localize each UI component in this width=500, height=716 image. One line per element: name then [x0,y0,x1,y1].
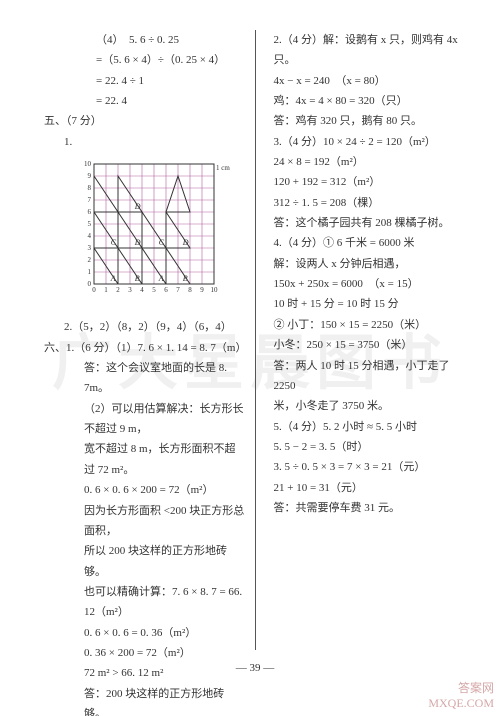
svg-text:5: 5 [88,220,92,228]
svg-text:0: 0 [88,280,92,288]
text-line: （2）可以用估算解决：长方形长不超过 9 m， [44,399,245,440]
text-line: 五、（7 分） [44,111,245,131]
text-line: 10 时 + 15 分 = 10 时 15 分 [266,294,467,314]
svg-text:9: 9 [200,286,204,294]
left-column: （4） 5. 6 ÷ 0. 25 =（5. 6 × 4）÷（0. 25 × 4）… [44,30,245,650]
text-line: 72 m² > 66. 12 m² [44,663,245,683]
svg-text:2: 2 [116,286,120,294]
grid-figure: ABABCDCDD0123456789100123456789101 cm [84,154,238,304]
text-line: 小冬：250 × 15 = 3750（米） [266,335,467,355]
svg-text:10: 10 [84,160,92,168]
svg-text:0: 0 [92,286,96,294]
text-line: 答：这个橘子园共有 208 棵橘子树。 [266,213,467,233]
text-line: 0. 6 × 0. 6 × 200 = 72（m²） [44,480,245,500]
two-column-layout: （4） 5. 6 ÷ 0. 25 =（5. 6 × 4）÷（0. 25 × 4）… [44,30,466,650]
text-line: 答：这个会议室地面的长是 8. 7m。 [44,358,245,399]
svg-text:9: 9 [88,172,92,180]
svg-text:1: 1 [104,286,108,294]
text-line: 米，小冬走了 3750 米。 [266,396,467,416]
text-line: 4x − x = 240 （x = 80） [266,71,467,91]
svg-text:7: 7 [176,286,180,294]
svg-text:4: 4 [140,286,144,294]
text-line: 3. 5 ÷ 0. 5 × 3 = 7 × 3 = 21（元） [266,457,467,477]
text-line: （4） 5. 6 ÷ 0. 25 [44,30,245,50]
svg-text:A: A [110,274,116,283]
text-line: 1. [44,132,245,152]
text-line: = 22. 4 ÷ 1 [44,71,245,91]
text-line: 六、1.（6 分）（1）7. 6 × 1. 14 = 8. 7（m） [44,338,245,358]
text-line: 2.（5，2）（8，2）（9，4）（6，4） [44,317,245,337]
text-line: 5. 5 − 2 = 3. 5（时） [266,437,467,457]
text-line: 120 + 192 = 312（m²） [266,172,467,192]
text-line: ② 小丁：150 × 15 = 2250（米） [266,315,467,335]
text-line: = 22. 4 [44,91,245,111]
text-line: 解：设两人 x 分钟后相遇， [266,254,467,274]
text-line: 答：共需要停车费 31 元。 [266,498,467,518]
svg-text:2: 2 [88,256,92,264]
text-line: 0. 6 × 0. 6 = 0. 36（m²） [44,623,245,643]
svg-text:C: C [111,238,117,247]
svg-text:B: B [183,274,188,283]
svg-text:6: 6 [164,286,168,294]
text-line: 鸡：4x = 4 × 80 = 320（只） [266,91,467,111]
grid-container: ABABCDCDD0123456789100123456789101 cm [44,154,245,311]
page-body: （4） 5. 6 ÷ 0. 25 =（5. 6 × 4）÷（0. 25 × 4）… [0,0,500,716]
svg-text:3: 3 [128,286,132,294]
text-line: 所以 200 块这样的正方形地砖够。 [44,541,245,582]
svg-text:D: D [134,238,141,247]
svg-text:8: 8 [88,184,92,192]
text-line: =（5. 6 × 4）÷（0. 25 × 4） [44,50,245,70]
text-line: 也可以精确计算：7. 6 × 8. 7 = 66. 12（m²） [44,582,245,623]
text-line: 宽不超过 8 m，长方形面积不超过 72 m²。 [44,439,245,480]
text-line: 150x + 250x = 6000 （x = 15） [266,274,467,294]
text-line: 312 ÷ 1. 5 = 208（棵） [266,193,467,213]
column-divider [255,30,256,650]
right-column: 2.（4 分）解：设鹅有 x 只，则鸡有 4x 只。4x − x = 240 （… [266,30,467,650]
svg-text:4: 4 [88,232,92,240]
text-line: 21 + 10 = 31（元） [266,478,467,498]
text-line: 5.（4 分）5. 2 小时 ≈ 5. 5 小时 [266,417,467,437]
text-line: 2.（4 分）解：设鹅有 x 只，则鸡有 4x 只。 [266,30,467,71]
svg-text:1 cm: 1 cm [216,164,230,172]
text-line: 24 × 8 = 192（m²） [266,152,467,172]
svg-text:D: D [182,238,189,247]
text-line: 答：鸡有 320 只，鹅有 80 只。 [266,111,467,131]
svg-text:6: 6 [88,208,92,216]
svg-text:B: B [135,274,140,283]
text-line: 4.（4 分）① 6 千米 = 6000 米 [266,233,467,253]
svg-text:7: 7 [88,196,92,204]
text-line: 3.（4 分）10 × 24 ÷ 2 = 120（m²） [266,132,467,152]
svg-text:A: A [158,274,164,283]
text-line: 答：两人 10 时 15 分相遇，小丁走了 2250 [266,356,467,397]
text-line: 0. 36 × 200 = 72（m²） [44,643,245,663]
svg-text:10: 10 [211,286,219,294]
svg-text:D: D [134,202,141,211]
svg-text:3: 3 [88,244,92,252]
text-line: 答：200 块这样的正方形地砖够。 [44,684,245,716]
svg-text:5: 5 [152,286,156,294]
text-line: 因为长方形面积 <200 块正方形总面积， [44,501,245,542]
svg-text:1: 1 [88,268,92,276]
svg-text:C: C [159,238,165,247]
svg-text:8: 8 [188,286,192,294]
